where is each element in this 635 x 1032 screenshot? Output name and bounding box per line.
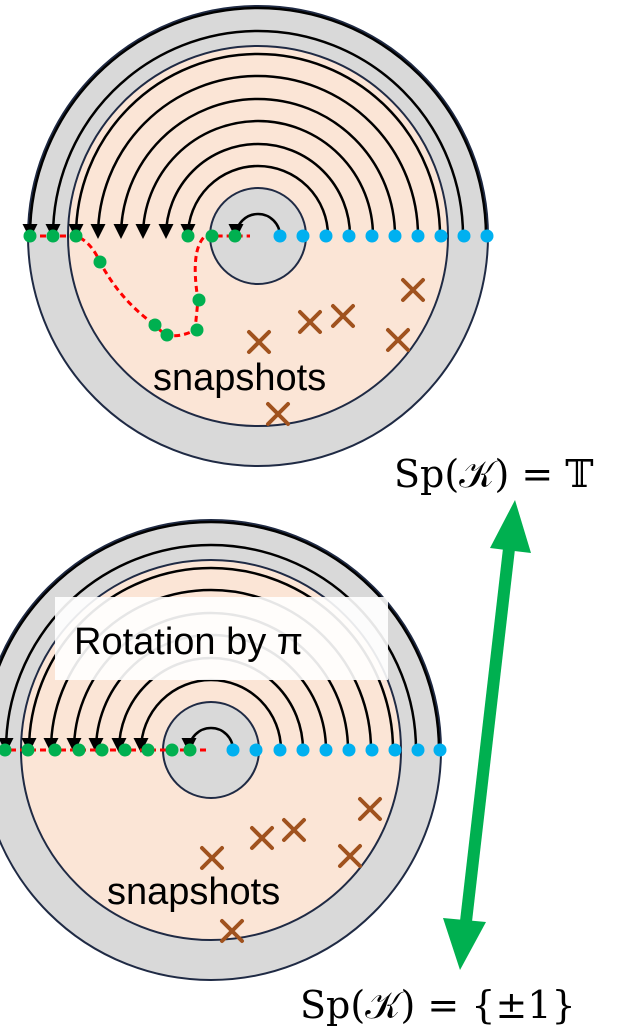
arrow-head-down <box>443 918 486 970</box>
top-green-point-8 <box>192 293 206 307</box>
top-center-arc <box>228 212 282 239</box>
top-green-point-2 <box>46 229 60 243</box>
top-center-hole <box>209 187 307 285</box>
bottom-snapshot-marker-3 <box>250 826 274 850</box>
top-snapshot-marker-2 <box>331 304 355 328</box>
top-snapshot-marker-1 <box>401 278 425 302</box>
top-arc-8 <box>180 164 330 239</box>
double-arrow <box>443 500 531 970</box>
double-arrow-shaft <box>459 539 516 931</box>
top-blue-point-3 <box>319 229 333 243</box>
bottom-blue-point-2 <box>249 743 263 757</box>
top-green-point-5 <box>148 318 162 332</box>
top-green-point-11 <box>228 229 242 243</box>
bottom-snapshot-marker-1 <box>358 797 382 821</box>
top-disk-diagram: snapshots Sp(𝒦) = 𝕋 <box>22 5 594 496</box>
top-trajectory-path <box>30 234 250 338</box>
bottom-blue-point-9 <box>411 743 425 757</box>
bottom-blue-point-8 <box>388 743 402 757</box>
top-green-point-10 <box>205 229 219 243</box>
bottom-snapshot-marker-6 <box>220 919 244 943</box>
bottom-snapshot-marker-5 <box>338 844 362 868</box>
top-arc-6 <box>135 119 375 239</box>
top-arc-3 <box>68 52 442 239</box>
bottom-arc-2 <box>0 543 418 753</box>
top-blue-point-1 <box>273 229 287 243</box>
bottom-green-point-2 <box>21 743 35 757</box>
top-arc-2 <box>45 29 465 239</box>
top-snapshot-marker-4 <box>247 330 271 354</box>
top-snapshot-marker-5 <box>386 328 410 352</box>
top-snapshot-markers <box>247 278 425 426</box>
top-green-point-7 <box>190 323 204 337</box>
bottom-snapshots-label: snapshots <box>107 871 280 913</box>
top-snapshots-label: snapshots <box>153 357 326 399</box>
bottom-blue-point-1 <box>226 743 240 757</box>
bottom-blue-point-3 <box>273 743 287 757</box>
bottom-spectrum-label: Sp(𝒦) = {±1} <box>300 983 576 1027</box>
top-green-point-3 <box>69 229 83 243</box>
bottom-green-point-8 <box>165 743 179 757</box>
bottom-blue-point-6 <box>342 743 356 757</box>
top-blue-point-7 <box>411 229 425 243</box>
rotation-label: Rotation by π <box>74 621 303 663</box>
top-spectrum-label: Sp(𝒦) = 𝕋 <box>394 452 594 496</box>
bottom-green-point-3 <box>48 743 62 757</box>
bottom-green-point-1 <box>0 743 12 757</box>
arrow-head-up <box>490 500 531 553</box>
bottom-center-arc <box>181 726 235 753</box>
top-green-point-6 <box>160 328 174 342</box>
top-blue-point-4 <box>342 229 356 243</box>
top-green-point-1 <box>23 229 37 243</box>
bottom-blue-point-10 <box>433 743 447 757</box>
bottom-snapshot-marker-4 <box>200 846 224 870</box>
bottom-blue-point-4 <box>296 743 310 757</box>
top-blue-point-9 <box>457 229 471 243</box>
top-blue-point-5 <box>365 229 379 243</box>
bottom-trajectory-points <box>0 743 447 757</box>
top-trajectory-points <box>23 229 494 342</box>
bottom-blue-point-7 <box>365 743 379 757</box>
top-snapshot-marker-3 <box>298 310 322 334</box>
bottom-green-point-5 <box>95 743 109 757</box>
top-blue-point-6 <box>388 229 402 243</box>
bottom-green-point-6 <box>118 743 132 757</box>
top-arc-5 <box>113 97 397 239</box>
top-blue-point-8 <box>434 229 448 243</box>
bottom-green-point-4 <box>72 743 86 757</box>
top-green-point-4 <box>93 255 107 269</box>
top-green-point-9 <box>181 229 195 243</box>
top-blue-point-10 <box>480 229 494 243</box>
top-arc-7 <box>158 142 352 239</box>
bottom-snapshot-markers <box>200 797 382 943</box>
rotation-label-box <box>55 597 388 680</box>
top-snapshot-marker-6 <box>266 402 290 426</box>
bottom-disk-diagram: Rotation by π snapshots Sp(𝒦) = {±1} <box>0 519 576 1027</box>
top-rotation-arcs <box>22 6 488 239</box>
top-blue-point-2 <box>296 229 310 243</box>
bottom-blue-point-5 <box>319 743 333 757</box>
bottom-green-point-9 <box>183 743 197 757</box>
top-arc-1 <box>22 6 488 239</box>
bottom-arc-1 <box>0 520 441 751</box>
bottom-snapshot-marker-2 <box>282 818 306 842</box>
bottom-green-point-7 <box>141 743 155 757</box>
top-arc-4 <box>90 74 420 239</box>
